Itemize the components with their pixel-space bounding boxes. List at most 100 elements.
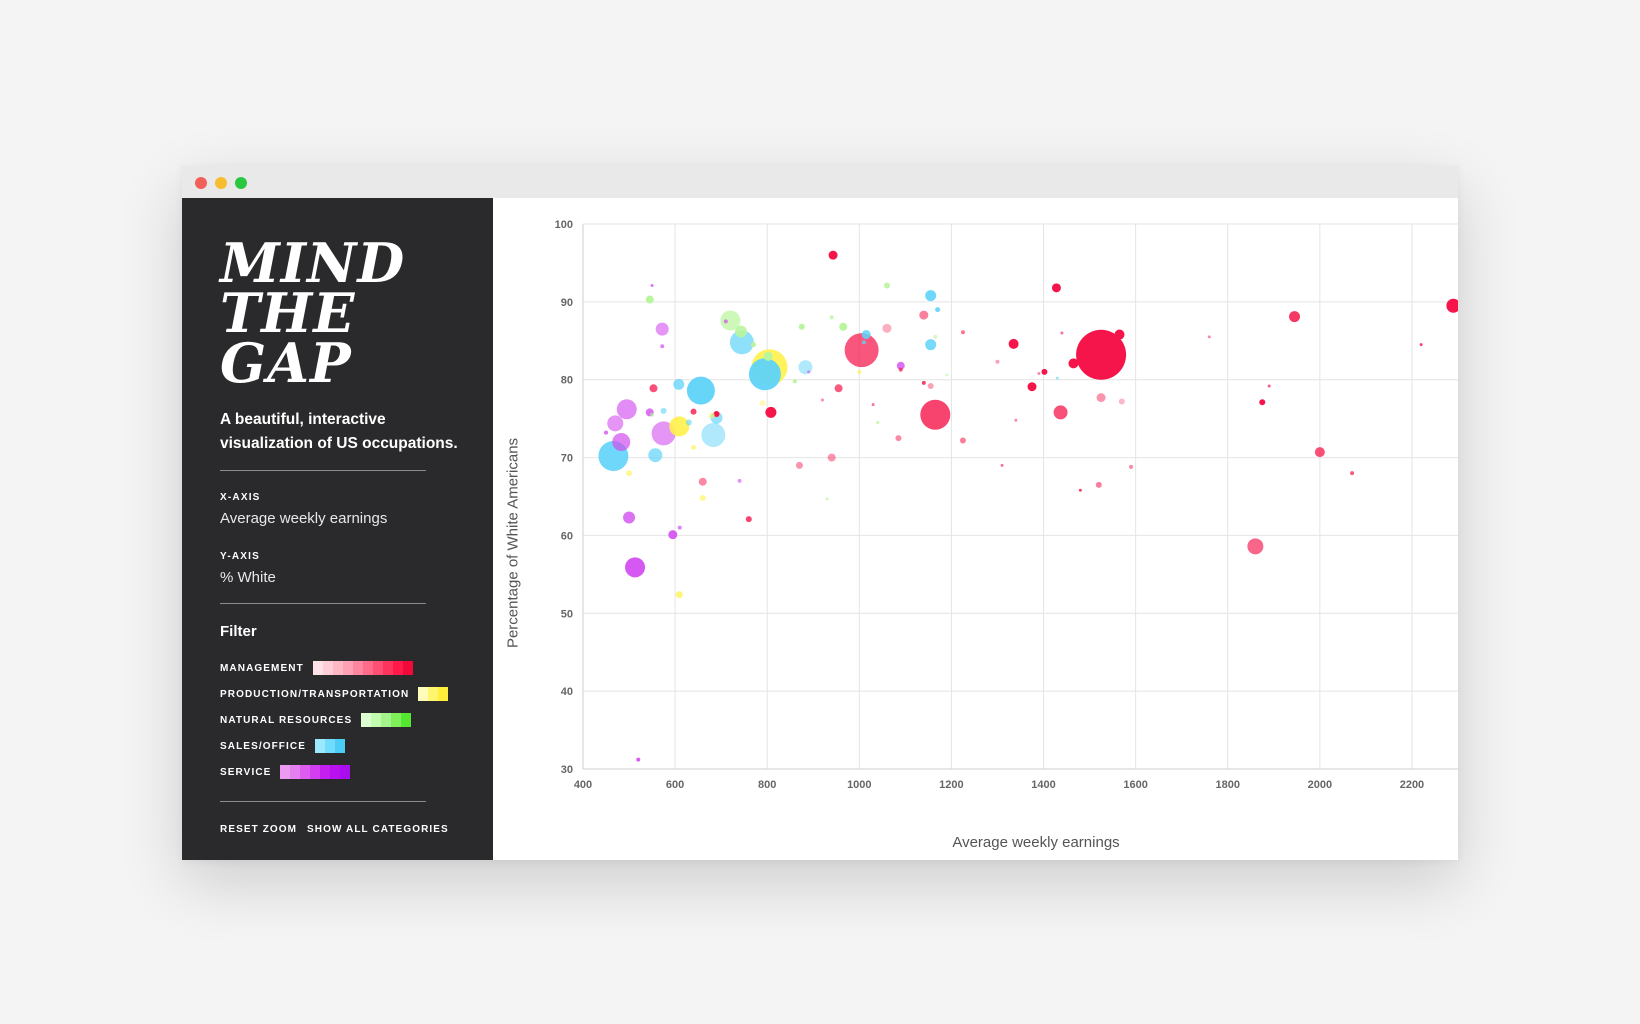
data-point[interactable] <box>737 478 742 483</box>
data-point[interactable] <box>604 430 609 435</box>
data-point[interactable] <box>995 359 1000 364</box>
color-swatch[interactable] <box>402 661 413 675</box>
data-point[interactable] <box>1096 393 1106 403</box>
data-point[interactable] <box>792 379 797 384</box>
data-point[interactable] <box>612 433 631 451</box>
color-swatch[interactable] <box>428 687 439 701</box>
data-point[interactable] <box>871 403 875 407</box>
data-point[interactable] <box>668 530 678 540</box>
data-point[interactable] <box>935 307 941 313</box>
data-point[interactable] <box>1350 471 1355 476</box>
minimize-window-button[interactable] <box>215 177 227 189</box>
data-point[interactable] <box>798 360 813 375</box>
color-swatch[interactable] <box>438 687 449 701</box>
color-swatch[interactable] <box>320 765 331 779</box>
data-point[interactable] <box>1053 405 1068 420</box>
data-point[interactable] <box>649 384 658 393</box>
color-swatch[interactable] <box>382 661 393 675</box>
data-point[interactable] <box>959 437 966 444</box>
close-window-button[interactable] <box>195 177 207 189</box>
data-point[interactable] <box>765 406 777 418</box>
data-point[interactable] <box>759 400 766 407</box>
data-point[interactable] <box>828 250 838 260</box>
data-point[interactable] <box>655 322 669 336</box>
color-swatches[interactable] <box>361 713 412 727</box>
data-point[interactable] <box>734 325 747 338</box>
color-swatch[interactable] <box>381 713 392 727</box>
data-point[interactable] <box>1267 384 1271 388</box>
chart-plot[interactable]: 30 40 50 60 70 80 90 100 400 600 800 1000 1200 1400 16… <box>493 198 1458 860</box>
data-point[interactable] <box>748 358 781 391</box>
data-point[interactable] <box>827 453 836 462</box>
data-point[interactable] <box>1014 418 1018 422</box>
color-swatch[interactable] <box>342 661 353 675</box>
data-point[interactable] <box>1000 463 1004 467</box>
data-point[interactable] <box>1114 329 1125 340</box>
data-point[interactable] <box>745 516 752 523</box>
filter-production-transportation[interactable]: PRODUCTION/TRANSPORTATION <box>220 686 449 702</box>
data-point[interactable] <box>820 398 824 402</box>
filter-service[interactable]: SERVICE <box>220 764 351 780</box>
data-point[interactable] <box>675 591 683 599</box>
data-point[interactable] <box>933 334 938 339</box>
data-point[interactable] <box>691 444 697 450</box>
data-point[interactable] <box>895 435 902 442</box>
scatter-chart[interactable]: 30 40 50 60 70 80 90 100 400 600 800 1000 1200 1400 16… <box>493 198 1458 860</box>
data-point[interactable] <box>1076 329 1127 380</box>
data-point[interactable] <box>699 495 706 502</box>
filter-management[interactable]: MANAGEMENT <box>220 660 413 676</box>
data-point[interactable] <box>844 333 879 368</box>
data-point[interactable] <box>616 399 637 420</box>
data-point[interactable] <box>1289 311 1301 323</box>
maximize-window-button[interactable] <box>235 177 247 189</box>
data-point[interactable] <box>795 461 803 469</box>
data-point[interactable] <box>723 319 728 324</box>
data-point[interactable] <box>960 330 965 335</box>
data-point[interactable] <box>677 525 682 530</box>
data-point[interactable] <box>713 410 720 417</box>
color-swatches[interactable] <box>312 661 413 675</box>
data-point[interactable] <box>708 412 715 419</box>
color-swatch[interactable] <box>334 739 345 753</box>
data-point[interactable] <box>898 367 903 372</box>
data-point[interactable] <box>1027 382 1037 392</box>
color-swatch[interactable] <box>300 765 311 779</box>
data-point[interactable] <box>1055 376 1059 380</box>
color-swatches[interactable] <box>418 687 449 701</box>
data-point[interactable] <box>1060 331 1064 335</box>
data-point[interactable] <box>919 310 929 320</box>
data-point[interactable] <box>927 382 934 389</box>
color-swatch[interactable] <box>280 765 291 779</box>
data-point[interactable] <box>1037 371 1041 375</box>
data-point[interactable] <box>861 330 871 340</box>
data-point[interactable] <box>1129 464 1134 469</box>
filter-natural-resources[interactable]: NATURAL RESOURCES <box>220 712 412 728</box>
data-point[interactable] <box>798 323 805 330</box>
data-point[interactable] <box>660 344 665 349</box>
data-point[interactable] <box>1118 398 1125 405</box>
data-point[interactable] <box>648 448 663 463</box>
data-point[interactable] <box>750 342 756 348</box>
data-point[interactable] <box>1446 298 1458 313</box>
x-axis-value[interactable]: Average weekly earnings <box>220 510 388 527</box>
color-swatch[interactable] <box>340 765 351 779</box>
data-point[interactable] <box>763 351 773 361</box>
data-point[interactable] <box>698 477 707 486</box>
color-swatch[interactable] <box>418 687 429 701</box>
color-swatch[interactable] <box>371 713 382 727</box>
data-point[interactable] <box>636 757 641 762</box>
data-point[interactable] <box>925 290 937 302</box>
data-point[interactable] <box>720 310 741 331</box>
color-swatch[interactable] <box>391 713 402 727</box>
data-point[interactable] <box>861 340 866 345</box>
data-point[interactable] <box>807 370 811 374</box>
data-point[interactable] <box>625 557 646 578</box>
data-point[interactable] <box>921 380 926 385</box>
data-point[interactable] <box>1008 338 1019 349</box>
color-swatch[interactable] <box>361 713 372 727</box>
data-point[interactable] <box>882 323 892 333</box>
data-point[interactable] <box>1259 399 1266 406</box>
color-swatch[interactable] <box>372 661 383 675</box>
y-axis-value[interactable]: % White <box>220 569 276 586</box>
data-point[interactable] <box>1068 358 1079 369</box>
